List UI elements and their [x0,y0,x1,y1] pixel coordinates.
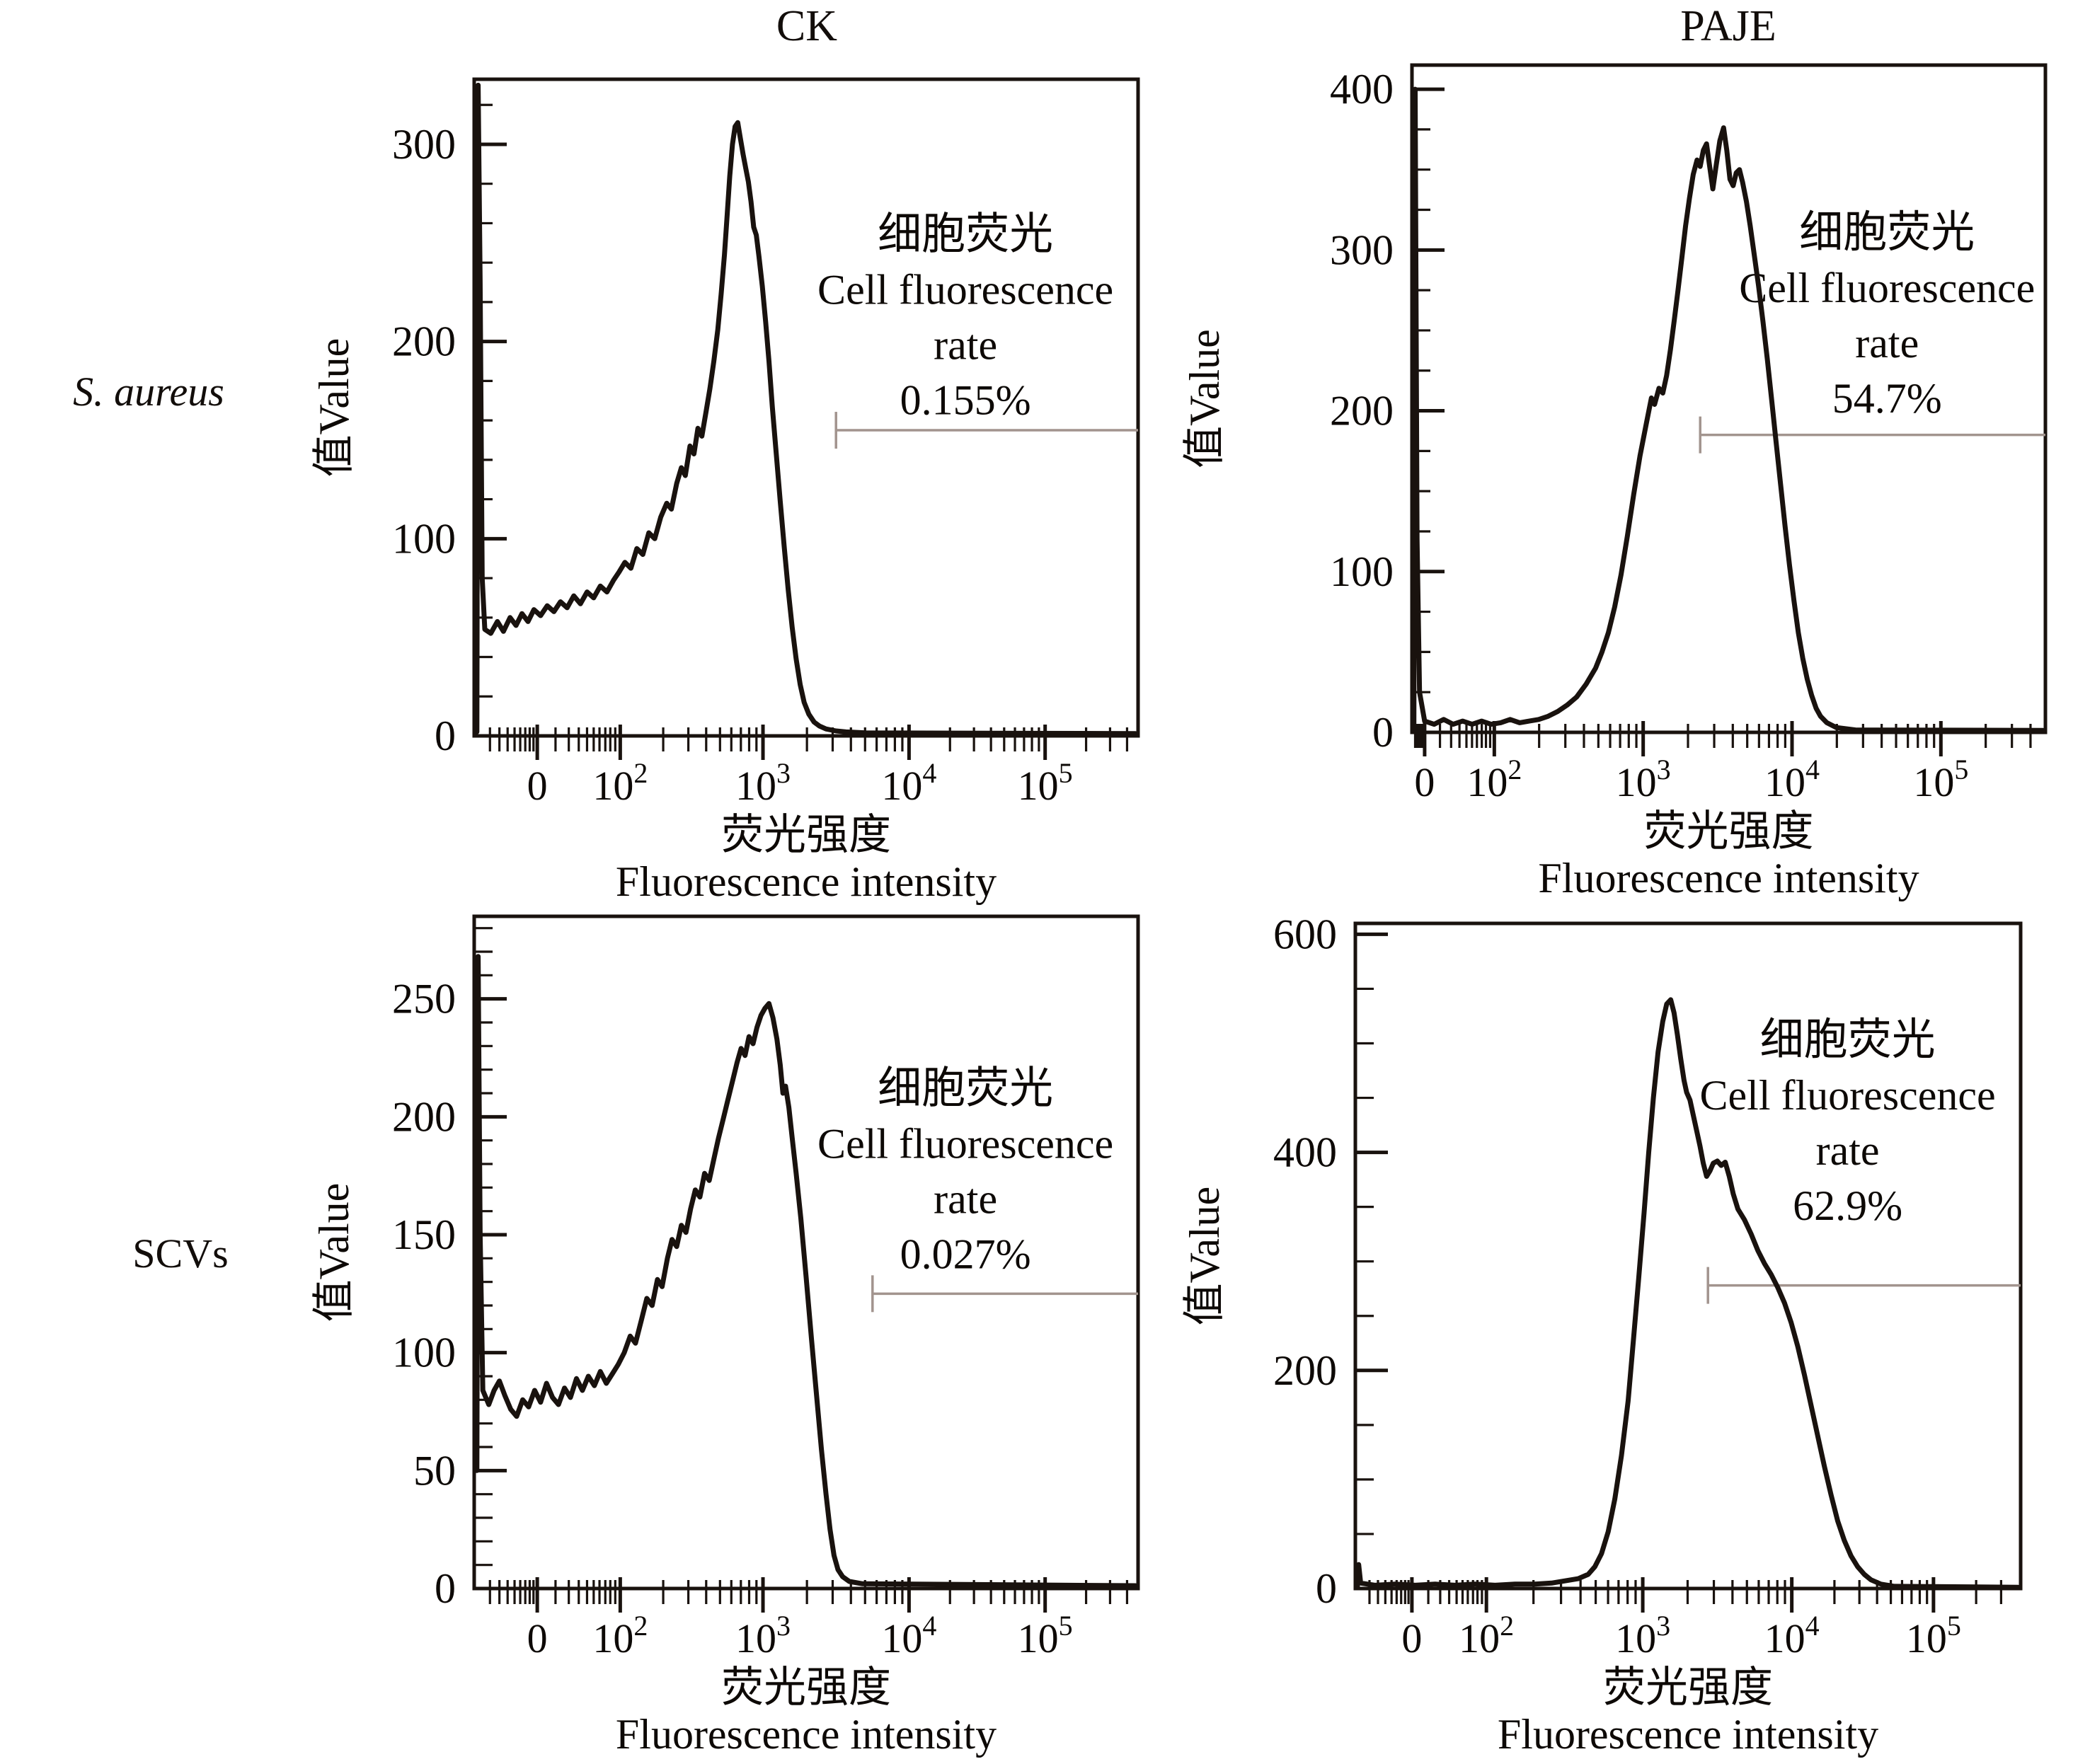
x-tick-label: 103 [735,1610,791,1661]
y-axis-title: 值Value [1181,1187,1228,1326]
annotation-line: 62.9% [1793,1182,1902,1229]
x-tick-label: 105 [1906,1610,1961,1661]
annotation-line: rate [1855,320,1919,367]
y-axis: 0 200 400 600 [1273,911,1388,1612]
annotation-line: 0.155% [900,377,1031,424]
gate [834,412,1138,449]
y-tick-label: 0 [435,1565,456,1612]
plot-frame [472,77,1140,738]
x-axis-title-zh: 荧光强度 [721,1664,891,1711]
annotation-line: rate [1816,1127,1880,1174]
y-tick-label: 200 [392,1093,456,1140]
y-tick-label: 100 [392,1330,456,1376]
x-axis-title-en: Fluorescence intensity [616,858,997,905]
y-tick-label: 0 [435,713,456,759]
y-tick-label: 200 [1273,1347,1337,1394]
x-tick-label: 104 [1764,1610,1820,1661]
gate-annotation: 细胞荧光 Cell fluorescence rate 0.027% [817,1064,1113,1277]
y-tick-label: 100 [1330,548,1394,595]
x-tick-label: 105 [1018,1610,1073,1661]
x-tick-label: 102 [592,757,648,809]
x-tick-label: 0 [527,763,548,809]
y-tick-label: 200 [392,318,456,365]
x-axis: 0 102 103 104 105 [1413,721,2032,805]
annotation-line: 54.7% [1832,375,1942,422]
y-tick-label: 0 [1372,709,1394,756]
row-label-scvs: SCVs [132,1230,229,1276]
y-tick-label: 600 [1273,911,1337,957]
x-axis-title-zh: 荧光强度 [1603,1664,1773,1711]
gate-annotation: 细胞荧光 Cell fluorescence rate 0.155% [817,211,1113,424]
x-tick-label: 105 [1018,757,1073,809]
y-axis: 0 50 100 150 200 250 [392,927,507,1612]
x-tick-label: 102 [1466,754,1522,805]
histogram-curve [474,82,1138,737]
y-tick-label: 0 [1316,1565,1337,1612]
annotation-line: rate [934,322,997,369]
x-tick-label: 105 [1913,754,1968,805]
x-tick-label: 104 [1764,754,1820,805]
x-tick-label: 0 [1401,1615,1422,1661]
panel-s-aureus-paje: 0 100 200 300 400 值Value 0 102 103 104 105 荧光强度Fluo… [1181,63,2048,901]
gate [871,1275,1138,1313]
y-tick-label: 300 [392,121,456,168]
y-tick-label: 200 [1330,388,1394,434]
x-axis: 0 102 103 104 105 [1368,1577,2002,1661]
x-tick-label: 102 [1459,1610,1514,1661]
annotation-line: Cell fluorescence [817,267,1113,313]
y-axis-title: 值Value [311,338,357,478]
annotation-line: 细胞荧光 [878,211,1053,259]
x-tick-label: 103 [1615,1610,1670,1661]
panel-scvs-ck: 0 50 100 150 200 250 值Value 0 102 103 104 105 荧光强度Fl… [311,914,1140,1758]
gate [1699,416,2045,454]
annotation-line: rate [934,1175,997,1222]
x-axis-title-zh: 荧光强度 [1644,808,1814,855]
x-tick-label: 103 [735,757,791,809]
x-axis-title-en: Fluorescence intensity [1498,1711,1878,1758]
row-label-s-aureus: S. aureus [73,369,224,415]
y-tick-label: 300 [1330,226,1394,273]
histogram-curve [474,954,1138,1589]
panel-scvs-paje: 0 200 400 600 值Value 0 102 103 104 105 荧光强度Fluores… [1181,911,2023,1758]
y-axis: 0 100 200 300 [392,103,507,759]
x-tick-label: 104 [881,1610,936,1661]
y-axis-title: 值Value [1181,329,1228,468]
x-axis: 0 102 103 104 105 [488,1577,1129,1661]
x-tick-label: 103 [1616,754,1671,805]
column-title-paje: PAJE [1680,2,1776,50]
x-tick-label: 0 [1414,759,1435,805]
histogram-curve [1411,86,2045,734]
y-tick-label: 50 [413,1447,456,1494]
annotation-line: Cell fluorescence [1739,265,2035,311]
annotation-line: 细胞荧光 [878,1064,1053,1112]
x-axis-title-en: Fluorescence intensity [616,1711,997,1758]
annotation-line: 细胞荧光 [1760,1016,1936,1064]
column-title-ck: CK [776,2,838,50]
y-tick-label: 150 [392,1211,456,1258]
annotation-line: 0.027% [900,1230,1031,1277]
x-axis-title-zh: 荧光强度 [721,812,891,858]
y-tick-label: 400 [1273,1129,1337,1176]
x-tick-label: 0 [527,1615,548,1661]
x-tick-label: 104 [881,757,936,809]
gate [1706,1267,2021,1304]
y-axis-title: 值Value [311,1183,357,1322]
gate-annotation: 细胞荧光 Cell fluorescence rate 62.9% [1700,1016,1996,1229]
y-tick-label: 250 [392,976,456,1022]
y-tick-label: 100 [392,515,456,562]
x-tick-label: 102 [592,1610,648,1661]
x-axis-title-en: Fluorescence intensity [1538,855,1919,901]
y-axis: 0 100 200 300 400 [1330,66,1445,756]
gate-annotation: 细胞荧光 Cell fluorescence rate 54.7% [1739,209,2035,422]
annotation-line: Cell fluorescence [817,1120,1113,1167]
panel-s-aureus-ck: 0 100 200 300 值Value 0 102 103 104 105 荧光强度Fluores… [311,77,1140,905]
histogram-curve [1355,997,2021,1590]
plot-frame [1410,63,2048,734]
annotation-line: 细胞荧光 [1799,209,1975,257]
annotation-line: Cell fluorescence [1700,1072,1996,1119]
y-tick-label: 400 [1330,66,1394,113]
